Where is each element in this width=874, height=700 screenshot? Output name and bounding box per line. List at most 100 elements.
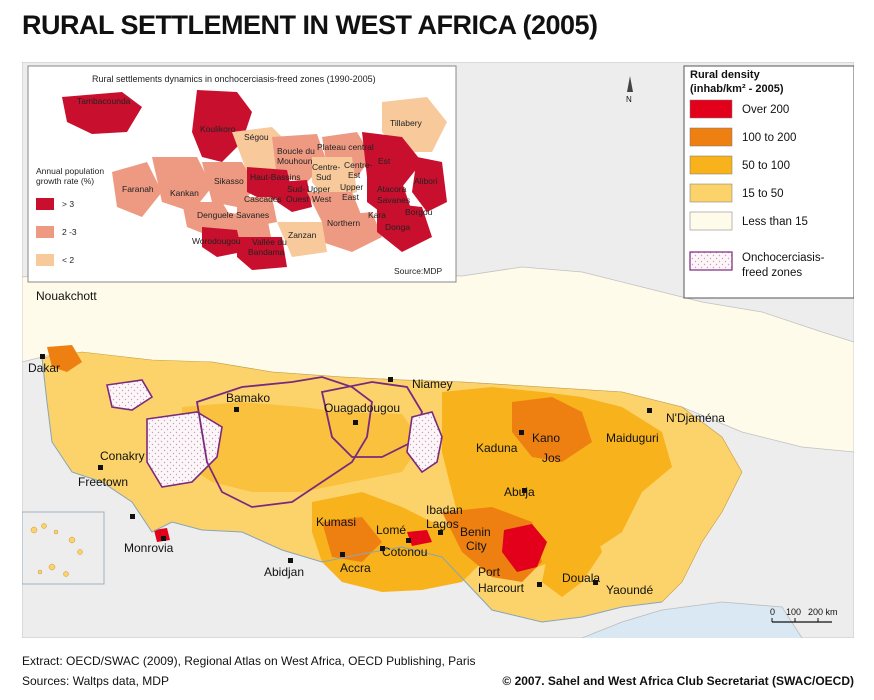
- city-label-ibadan: Ibadan: [426, 503, 463, 517]
- inset-region-centre: [312, 157, 357, 202]
- map-title: RURAL SETTLEMENT IN WEST AFRICA (2005): [22, 10, 598, 40]
- inset-region-kankan: [152, 157, 212, 212]
- inset-legend-label-2-3: 2 -3: [62, 227, 77, 237]
- inset-label-worodougou: Worodougou: [192, 236, 241, 246]
- city-label-lome: Lomé: [376, 523, 406, 537]
- oncho-zone-2: [195, 376, 373, 508]
- footer-extract: Extract: OECD/SWAC (2009), Regional Atla…: [22, 654, 476, 668]
- inset-label-cascades: Cascades: [244, 194, 282, 204]
- city-label-dakar: Dakar: [28, 361, 60, 375]
- city-label-accra: Accra: [340, 561, 371, 575]
- city-label-harcourt: Harcourt: [478, 581, 525, 595]
- city-label-jos: Jos: [542, 451, 561, 465]
- inset-legend-swatch-2-3: [36, 226, 54, 238]
- density-zone-50-100: [312, 492, 482, 592]
- inset-label-koulikoro: Koulikoro: [200, 124, 236, 134]
- inset-label-centre-sud2: Sud: [316, 172, 331, 182]
- inset-label-upper-east2: East: [342, 192, 360, 202]
- inset-label-centre-sud1: Centre-: [312, 162, 341, 172]
- inset-title: Rural settlements dynamics in onchocerci…: [92, 74, 376, 84]
- inset-region-kara-borgou: [377, 202, 432, 252]
- legend-swatch-oncho: [689, 251, 733, 271]
- city-label-ouagadougou: Ouagadougou: [324, 401, 400, 415]
- inset-label-boucle2: Mouhoun: [277, 156, 313, 166]
- inset-region-sud-ouest: [277, 180, 312, 212]
- inset-region-est: [362, 132, 422, 187]
- inset-label-vallee1: Vallée du: [252, 237, 287, 247]
- inset-region-alibori: [412, 157, 447, 212]
- density-zone-100-200-ghana: [322, 517, 382, 562]
- inset-label-centre-est2: Est: [348, 170, 361, 180]
- map-canvas[interactable]: Rural settlements dynamics in onchocerci…: [22, 62, 854, 638]
- density-zone-over-200-nigeria-se: [502, 524, 547, 572]
- density-zone-50-100-sahel: [182, 402, 422, 492]
- inset-legend-swatch-lt2: [36, 254, 54, 266]
- footer-sources: Sources: Waltps data, MDP: [22, 674, 169, 688]
- city-label-freetown: Freetown: [78, 475, 128, 489]
- inset-region-northern: [322, 212, 382, 252]
- city-label-maiduguri: Maiduguri: [606, 431, 659, 445]
- city-label-abidjan: Abidjan: [264, 565, 304, 579]
- city-label-ndjamena: N'Djaména: [666, 411, 725, 425]
- scale-label-0: 0: [770, 607, 775, 617]
- inset-region-vallee: [237, 237, 287, 270]
- city-label-nouakchott: Nouakchott: [36, 289, 97, 303]
- cape-verde-islands: [22, 511, 105, 585]
- inset-region-worodougou: [202, 227, 242, 257]
- inset-region-tambacounda: [62, 92, 142, 134]
- inset-label-savanes: Savanes: [236, 210, 269, 220]
- inset-label-upper-west1: Upper: [307, 184, 330, 194]
- inset-label-centre-est1: Centre-: [344, 160, 373, 170]
- inset-legend-title1: Annual population: [36, 166, 104, 176]
- inset-label-sikasso: Sikasso: [214, 176, 244, 186]
- inset-label-kankan: Kankan: [170, 188, 199, 198]
- inset-label-tambacounda: Tambacounda: [77, 96, 131, 106]
- legend-subtitle: (inhab/km² - 2005): [690, 83, 784, 95]
- city-label-abuja: Abuja: [504, 485, 535, 499]
- density-zone-100-200-dakar: [47, 345, 82, 372]
- city-label-niamey: Niamey: [412, 377, 453, 391]
- inset-label-borgou: Borgou: [405, 207, 433, 217]
- inset-label-kara: Kara: [368, 210, 386, 220]
- inset-label-plateau: Plateau central: [317, 142, 374, 152]
- legend-swatch-less-15: [689, 211, 733, 231]
- legend-swatch-50-100: [689, 155, 733, 175]
- inset-source: Source:MDP: [394, 266, 443, 276]
- city-label-port: Port: [478, 565, 501, 579]
- city-label-kumasi: Kumasi: [316, 515, 356, 529]
- inset-label-donga: Donga: [385, 222, 410, 232]
- city-label-douala: Douala: [562, 571, 600, 585]
- city-label-benin: Benin: [460, 525, 491, 539]
- legend-swatch-15-50: [689, 183, 733, 203]
- legend-label-less-15: Less than 15: [742, 216, 808, 228]
- scale-bar: 0 100 200 km: [770, 607, 838, 623]
- inset-label-upper-west2: West: [312, 194, 332, 204]
- north-arrow-label: N: [626, 95, 632, 104]
- inset-label-segou: Ségou: [244, 132, 269, 142]
- map-frame[interactable]: Rural settlements dynamics in onchocerci…: [22, 62, 854, 638]
- city-label-cotonou: Cotonou: [382, 545, 427, 559]
- inset-label-zanzan: Zanzan: [288, 230, 317, 240]
- city-label-conakry: Conakry: [100, 449, 145, 463]
- inset-legend-swatch-gt3: [36, 198, 54, 210]
- inset-label-atacora-savanes: Savanes: [377, 195, 410, 205]
- coastline: [41, 357, 663, 623]
- density-zone-50-100-cameroon: [542, 522, 602, 597]
- scale-label-200: 200 km: [808, 607, 838, 617]
- city-label-bamako: Bamako: [226, 391, 270, 405]
- inset-label-atacora: Atacora: [377, 184, 407, 194]
- inset-region-zanzan: [277, 222, 327, 257]
- legend-swatch-100-200: [689, 127, 733, 147]
- footer-copyright: © 2007. Sahel and West Africa Club Secre…: [502, 674, 854, 688]
- north-arrow-icon: N: [626, 76, 633, 104]
- city-label-kaduna: Kaduna: [476, 441, 518, 455]
- legend-title: Rural density: [690, 69, 761, 81]
- density-zone-100-200-kano: [512, 397, 592, 462]
- density-zone-over-200-lagos: [407, 530, 432, 546]
- city-label-benin-city: City: [466, 539, 487, 553]
- legend-label-15-50: 15 to 50: [742, 188, 784, 200]
- inset-region-denguele: [182, 202, 237, 237]
- inset-label-haut-bassins: Haut-Bassins: [250, 172, 301, 182]
- legend-label-100-200: 100 to 200: [742, 132, 796, 144]
- inset-label-vallee2: Bandama: [248, 247, 285, 257]
